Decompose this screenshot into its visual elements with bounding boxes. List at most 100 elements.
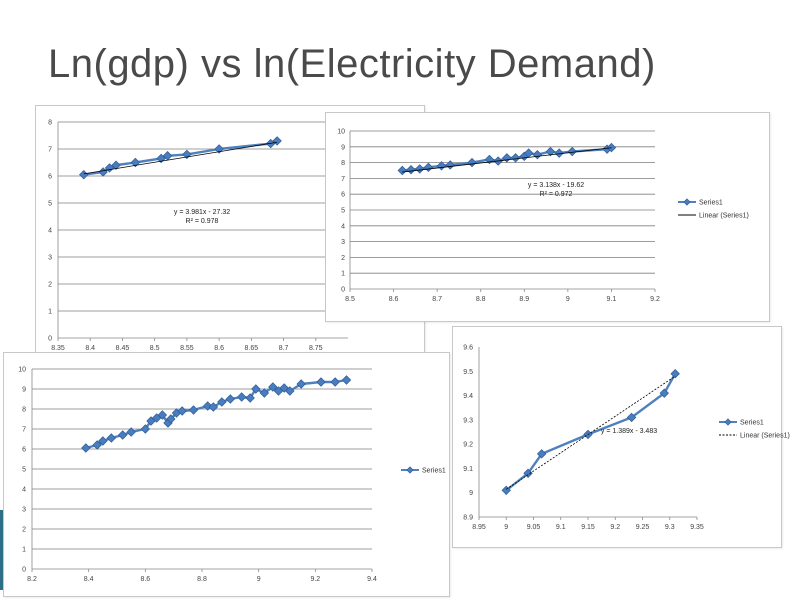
data-point bbox=[415, 164, 425, 174]
y-tick-label: 0 bbox=[341, 287, 345, 294]
x-tick-label: 9.05 bbox=[527, 524, 541, 531]
y-tick-label: 7 bbox=[22, 427, 26, 434]
data-point bbox=[423, 162, 434, 173]
y-tick-label: 6 bbox=[48, 174, 52, 181]
x-tick-label: 9 bbox=[257, 576, 261, 583]
y-tick-label: 9.2 bbox=[463, 442, 473, 449]
data-point bbox=[245, 393, 255, 403]
y-tick-label: 0 bbox=[22, 567, 26, 574]
data-point bbox=[259, 388, 270, 398]
x-tick-label: 9.1 bbox=[607, 296, 617, 303]
y-tick-label: 9 bbox=[341, 144, 345, 151]
trend-equation: y = 1.389x - 3.483 bbox=[601, 428, 657, 435]
y-tick-label: 6 bbox=[22, 447, 26, 454]
y-tick-label: 7 bbox=[48, 147, 52, 154]
y-tick-label: 9 bbox=[469, 490, 473, 497]
x-tick-label: 9.3 bbox=[665, 524, 675, 531]
data-point bbox=[111, 160, 121, 170]
trend-r2: R² = 0.978 bbox=[186, 218, 219, 225]
x-tick-label: 9.2 bbox=[650, 296, 660, 303]
y-tick-label: 4 bbox=[22, 487, 26, 494]
legend-series-marker bbox=[406, 466, 414, 474]
data-point bbox=[140, 424, 151, 434]
trendline bbox=[83, 141, 278, 175]
data-point bbox=[670, 369, 680, 379]
data-point bbox=[156, 153, 166, 164]
x-tick-label: 9.15 bbox=[581, 524, 595, 531]
y-tick-label: 9.4 bbox=[463, 393, 473, 400]
legend-trend-label: Linear (Series1) bbox=[699, 213, 749, 220]
x-tick-label: 8.95 bbox=[472, 524, 486, 531]
y-tick-label: 4 bbox=[341, 223, 345, 230]
x-tick-label: 8.65 bbox=[245, 345, 259, 352]
y-tick-label: 0 bbox=[48, 336, 52, 343]
y-tick-label: 2 bbox=[341, 255, 345, 262]
chart-bottom-right: 8.9 9 9.1 9.2 9.3 9.4 9.5 9.6 8.95 9 9.05 9.1 9.15 9.… bbox=[452, 326, 790, 548]
data-point bbox=[225, 394, 236, 404]
legend-series-marker bbox=[724, 418, 732, 426]
y-tick-label: 9.6 bbox=[463, 345, 473, 352]
x-tick-label: 8.5 bbox=[150, 345, 160, 352]
x-tick-label: 9.25 bbox=[636, 524, 650, 531]
legend-series-label: Series1 bbox=[699, 200, 723, 207]
data-point bbox=[296, 379, 306, 389]
trendline bbox=[506, 375, 676, 490]
y-tick-label: 8 bbox=[22, 407, 26, 414]
data-point bbox=[126, 427, 136, 437]
series-line bbox=[85, 378, 347, 450]
data-point bbox=[341, 375, 352, 385]
x-tick-label: 9.2 bbox=[610, 524, 620, 531]
legend-series-marker bbox=[683, 198, 691, 206]
data-point bbox=[130, 157, 141, 168]
x-tick-label: 9.1 bbox=[556, 524, 566, 531]
data-point bbox=[502, 153, 512, 163]
y-tick-label: 4 bbox=[48, 228, 52, 235]
trend-equation: y = 3.138x - 19.62 bbox=[528, 182, 584, 189]
data-point bbox=[208, 402, 219, 412]
x-tick-label: 8.6 bbox=[389, 296, 399, 303]
x-tick-label: 8.6 bbox=[140, 576, 150, 583]
x-tick-label: 8.9 bbox=[519, 296, 529, 303]
data-point bbox=[188, 405, 199, 415]
y-tick-label: 3 bbox=[341, 239, 345, 246]
data-point bbox=[79, 169, 89, 180]
data-point bbox=[523, 468, 533, 478]
data-point bbox=[397, 165, 407, 176]
x-tick-label: 8.75 bbox=[309, 345, 323, 352]
y-tick-label: 1 bbox=[341, 271, 345, 278]
data-point bbox=[532, 150, 543, 160]
data-point bbox=[251, 384, 261, 394]
x-tick-label: 9 bbox=[504, 524, 508, 531]
data-point bbox=[117, 430, 128, 440]
data-point bbox=[626, 412, 637, 423]
y-tick-label: 9.5 bbox=[463, 369, 473, 376]
data-point bbox=[445, 160, 455, 170]
data-point bbox=[285, 386, 295, 396]
x-tick-label: 9.2 bbox=[310, 576, 320, 583]
data-point bbox=[106, 433, 117, 443]
x-tick-label: 8.6 bbox=[214, 345, 224, 352]
x-tick-label: 8.7 bbox=[432, 296, 442, 303]
y-tick-label: 10 bbox=[18, 367, 26, 374]
data-point bbox=[157, 410, 168, 420]
chart-bottom-left: 0 1 2 3 4 5 6 7 8 9 10 8.2 8.4 8.6 8.8 9 9.2 9.4 Series1 bbox=[3, 352, 450, 597]
chart-top-right-svg: 0 1 2 3 4 5 6 7 8 9 10 8.5 8.6 8.7 8.8 8.9 9 9.1 9.2 y = 3.… bbox=[337, 129, 749, 304]
data-point bbox=[236, 392, 247, 402]
y-tick-label: 8 bbox=[48, 120, 52, 127]
chart-bottom-right-svg: 8.9 9 9.1 9.2 9.3 9.4 9.5 9.6 8.95 9 9.05 9.1 9.15 9.… bbox=[463, 345, 790, 532]
y-tick-label: 5 bbox=[341, 208, 345, 215]
data-point bbox=[510, 153, 521, 163]
data-point bbox=[214, 144, 224, 154]
data-point bbox=[501, 485, 511, 495]
y-tick-label: 9 bbox=[22, 387, 26, 394]
page-title: Ln(gdp) vs ln(Electricity Demand) bbox=[48, 42, 656, 86]
data-point bbox=[554, 148, 564, 158]
x-tick-label: 8.35 bbox=[51, 345, 65, 352]
x-tick-label: 9.4 bbox=[367, 576, 377, 583]
x-tick-label: 8.8 bbox=[476, 296, 486, 303]
y-tick-label: 1 bbox=[48, 309, 52, 316]
data-point bbox=[316, 377, 326, 387]
y-tick-label: 10 bbox=[337, 129, 345, 136]
y-tick-label: 8 bbox=[341, 160, 345, 167]
x-tick-label: 8.2 bbox=[27, 576, 37, 583]
